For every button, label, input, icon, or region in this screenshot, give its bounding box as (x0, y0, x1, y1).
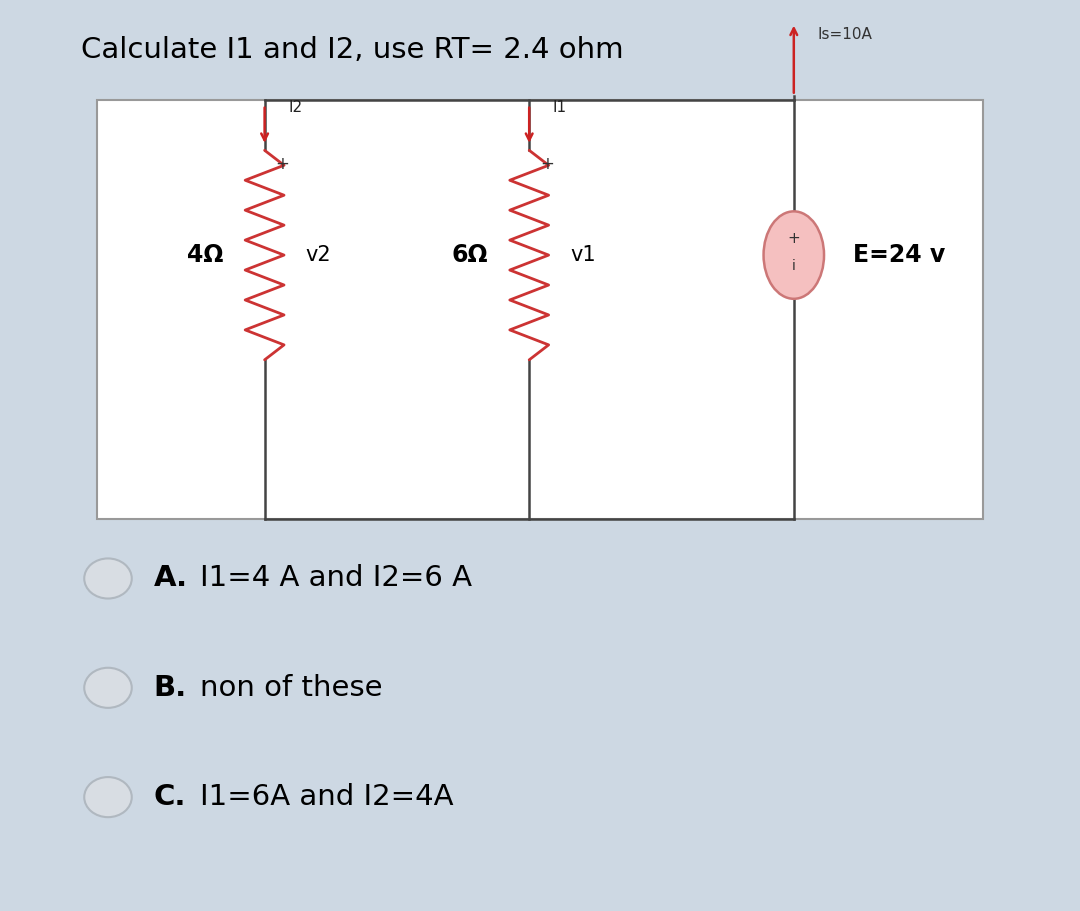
Text: i: i (792, 259, 796, 273)
Text: Calculate I1 and I2, use RT= 2.4 ohm: Calculate I1 and I2, use RT= 2.4 ohm (81, 36, 623, 64)
Text: +: + (540, 155, 554, 173)
Text: non of these: non of these (200, 674, 382, 701)
Text: +: + (787, 231, 800, 246)
Text: Is=10A: Is=10A (818, 27, 873, 42)
Text: C.: C. (153, 783, 186, 811)
Ellipse shape (764, 211, 824, 299)
Text: v1: v1 (570, 245, 596, 265)
Text: 4Ω: 4Ω (187, 243, 224, 267)
Text: B.: B. (153, 674, 187, 701)
Text: I2: I2 (288, 100, 302, 115)
Text: v2: v2 (306, 245, 332, 265)
Text: I1=6A and I2=4A: I1=6A and I2=4A (200, 783, 454, 811)
Circle shape (84, 558, 132, 599)
Text: 6Ω: 6Ω (451, 243, 488, 267)
Text: E=24 v: E=24 v (853, 243, 945, 267)
Circle shape (84, 777, 132, 817)
Text: I1=4 A and I2=6 A: I1=4 A and I2=6 A (200, 565, 472, 592)
Circle shape (84, 668, 132, 708)
Text: A.: A. (153, 565, 188, 592)
Bar (97, 100, 983, 519)
Text: +: + (275, 155, 289, 173)
Text: I1: I1 (553, 100, 567, 115)
